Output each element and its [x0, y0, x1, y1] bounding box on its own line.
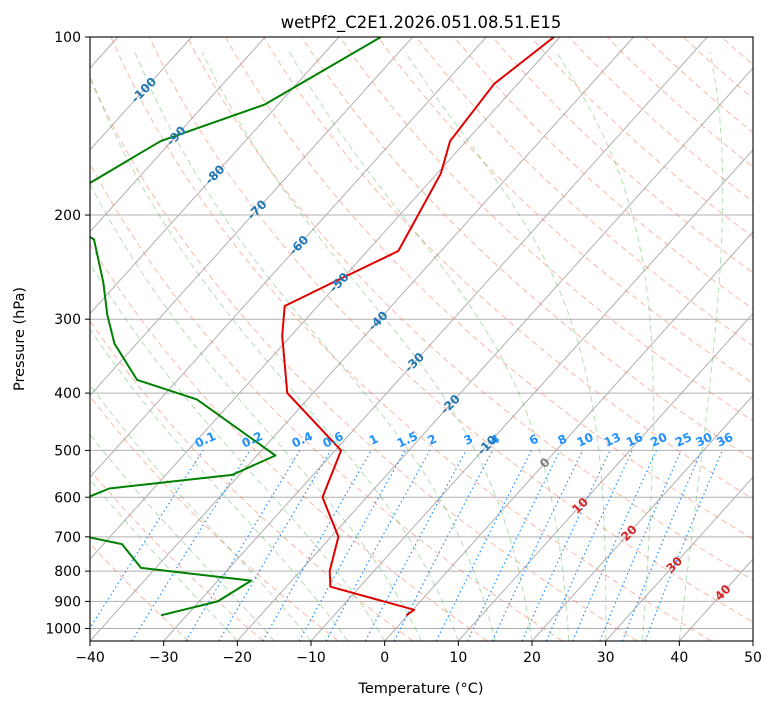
- plot-area: [90, 37, 753, 641]
- moist-adiabat: [556, 51, 654, 641]
- dry-adiabat: [148, 37, 753, 623]
- moist-adiabat: [90, 74, 459, 641]
- dry-adiabat: [90, 320, 414, 641]
- y-tick-label: 200: [54, 208, 81, 224]
- x-tick-label: −10: [296, 650, 326, 666]
- x-tick-label: 50: [744, 650, 762, 666]
- isotherm-line: [90, 37, 413, 397]
- x-tick-label: 10: [449, 650, 467, 666]
- mixing-ratio-line: [298, 450, 406, 641]
- dry-adiabat: [415, 37, 753, 347]
- mixing-ratio-line: [621, 450, 703, 641]
- mixing-ratio-label: 20: [648, 430, 669, 450]
- y-tick-label: 800: [54, 564, 81, 580]
- mixing-ratio-line: [131, 450, 251, 641]
- x-tick-label: 30: [597, 650, 615, 666]
- dry-adiabat: [606, 37, 753, 168]
- dry-adiabat: [90, 243, 488, 641]
- y-tick-label: 400: [54, 386, 81, 402]
- moist-adiabat: [678, 51, 724, 641]
- dry-adiabat: [263, 37, 753, 500]
- mixing-ratio-label: 30: [693, 430, 714, 450]
- mixing-ratio-line: [90, 450, 204, 630]
- mixing-ratio-line: [185, 450, 301, 641]
- mixing-ratio-label: 16: [624, 430, 645, 450]
- x-tick-label: −30: [149, 650, 179, 666]
- dry-adiabat: [110, 37, 712, 641]
- isotherm-line: [605, 476, 753, 641]
- dry-adiabat: [339, 37, 753, 422]
- y-tick-label: 100: [54, 30, 81, 46]
- plot-frame: [89, 36, 754, 642]
- moist-adiabat: [288, 51, 570, 641]
- isotherm-line: [90, 37, 266, 233]
- isotherm-line: [457, 312, 753, 641]
- isotherm-line: [90, 37, 634, 641]
- mixing-ratio-line: [325, 450, 431, 641]
- y-axis-label: Pressure (hPa): [12, 287, 28, 391]
- mixing-ratio-line: [521, 450, 611, 641]
- mixing-ratio-line: [466, 450, 561, 641]
- mixing-ratio-line: [262, 450, 372, 641]
- x-tick-label: 40: [670, 650, 688, 666]
- dry-adiabat: [186, 37, 753, 581]
- isotherm-line: [90, 37, 487, 479]
- dry-adiabat: [90, 395, 339, 641]
- moist-adiabat: [201, 51, 533, 641]
- mixing-ratio-line: [218, 450, 332, 641]
- dewpoint-profile: [90, 37, 382, 617]
- mixing-ratio-line: [545, 450, 633, 641]
- isotherm-line: [531, 394, 753, 641]
- mixing-ratio-label: 36: [714, 430, 735, 450]
- isotherm-line: [90, 37, 192, 151]
- mixing-ratio-line: [491, 450, 584, 641]
- dry-adiabat: [377, 37, 753, 384]
- axis-ticks: −40 −30 −20 −10 0 10 20 30 40 50 100 200 300 400 500 60…: [45, 30, 762, 666]
- y-tick-label: 500: [54, 443, 81, 459]
- chart-title: wetPf2_C2E1.2026.051.08.51.E15: [281, 13, 562, 33]
- isotherm-line: [236, 67, 753, 641]
- y-tick-label: 700: [54, 530, 81, 546]
- dry-adiabat: [453, 37, 753, 310]
- x-tick-label: −40: [75, 650, 105, 666]
- y-tick-label: 300: [54, 312, 81, 328]
- dry-adiabat: [492, 37, 753, 274]
- moist-adiabat: [134, 51, 496, 641]
- mixing-ratio-label: 10: [575, 430, 596, 450]
- x-tick-label: 0: [380, 650, 389, 666]
- mixing-ratio-label: 13: [602, 430, 623, 450]
- mixing-ratio-line: [644, 450, 723, 641]
- mixing-ratio-label: 25: [673, 430, 694, 450]
- moist-adiabat: [404, 51, 607, 641]
- moist-adiabat: [90, 328, 349, 641]
- dry-adiabat: [224, 37, 753, 540]
- moist-adiabat: [90, 383, 312, 641]
- mixing-ratio-line: [572, 450, 658, 641]
- y-tick-label: 600: [54, 490, 81, 506]
- x-axis-label: Temperature (°C): [357, 681, 483, 697]
- dry-adiabat: [90, 77, 638, 641]
- isotherm-line: [90, 37, 340, 315]
- isotherm-line: [163, 37, 708, 641]
- x-tick-label: −20: [223, 650, 253, 666]
- x-tick-label: 20: [523, 650, 541, 666]
- mixing-ratio-line: [599, 450, 682, 641]
- isotherm-line: [310, 149, 753, 641]
- temperature-profile: [281, 37, 555, 617]
- y-tick-label: 900: [54, 594, 81, 610]
- y-tick-label: 1000: [45, 621, 81, 637]
- dry-adiabat: [90, 162, 563, 641]
- isotherm-line: [384, 230, 753, 641]
